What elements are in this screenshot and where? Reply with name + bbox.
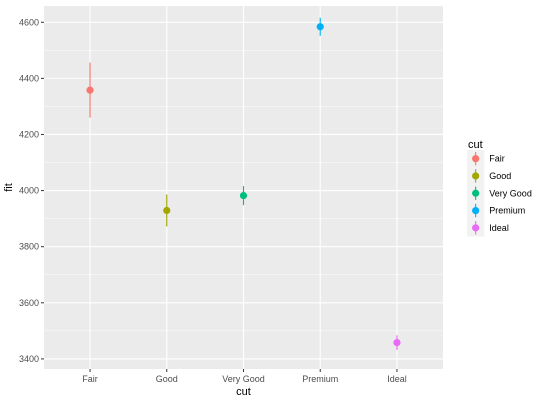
legend-label-good: Good	[489, 171, 511, 181]
x-tick-label: Ideal	[387, 374, 407, 384]
y-tick-label: 4000	[19, 186, 39, 196]
y-tick-label: 3400	[19, 354, 39, 364]
y-tick-label: 4200	[19, 129, 39, 139]
point-premium	[316, 23, 324, 31]
legend-label-ideal: Ideal	[489, 223, 509, 233]
x-tick-label: Good	[156, 374, 178, 384]
legend-point-premium	[472, 206, 480, 215]
legend-point-ideal	[472, 224, 480, 232]
legend: cut Fair Good Very Good Premium Ideal	[467, 139, 532, 237]
legend-title: cut	[468, 139, 483, 151]
legend-label-very-good: Very Good	[489, 188, 532, 198]
point-fair	[86, 86, 94, 94]
point-very-good	[239, 192, 248, 200]
legend-label-fair: Fair	[489, 154, 505, 164]
point-ideal	[393, 339, 401, 347]
x-axis-title: cut	[236, 386, 251, 398]
axes: 3400 3600 3800 4000 4200 4400 4600 Fair Good Very…	[19, 17, 407, 384]
x-tick-label: Premium	[302, 374, 338, 384]
y-tick-label: 4600	[19, 17, 39, 27]
legend-point-fair	[472, 155, 480, 163]
y-tick-label: 3600	[19, 298, 39, 308]
legend-label-premium: Premium	[489, 206, 525, 216]
data-marks	[86, 17, 401, 350]
legend-point-very-good	[472, 189, 480, 197]
y-axis-title: fit	[3, 183, 15, 192]
y-tick-label: 3800	[19, 242, 39, 252]
x-tick-label: Very Good	[222, 374, 265, 384]
y-tick-label: 4400	[19, 73, 39, 83]
x-tick-label: Fair	[82, 374, 98, 384]
point-good	[163, 206, 171, 215]
legend-point-good	[472, 172, 480, 180]
